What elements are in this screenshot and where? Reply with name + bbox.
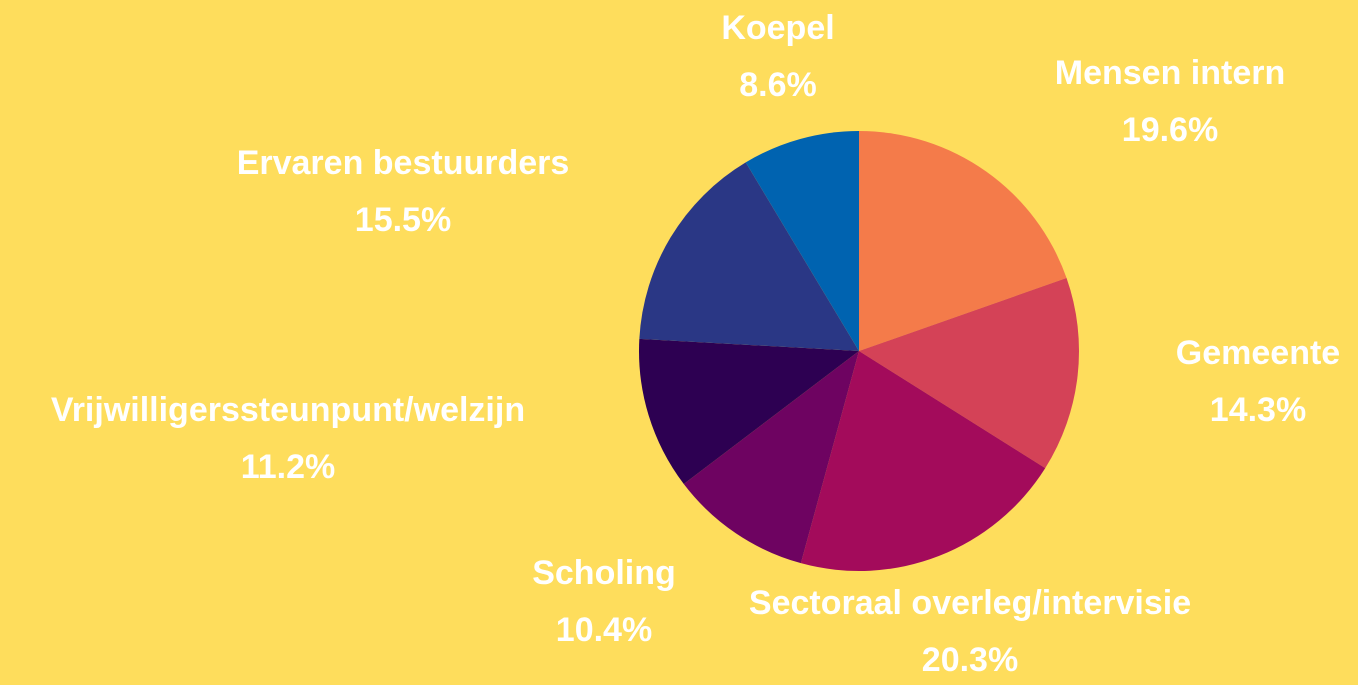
slice-label: Scholing [532, 554, 676, 592]
pie-slice [639, 162, 859, 351]
slice-label: Vrijwilligerssteunpunt/welzijn [51, 391, 525, 429]
pie-slice [639, 338, 859, 485]
slice-value-label: 11.2% [241, 448, 336, 486]
pie-slice [859, 278, 1079, 469]
slice-label: Ervaren bestuurders [237, 144, 570, 182]
pie-slice [745, 131, 859, 351]
slice-label: Sectoraal overleg/intervisie [749, 584, 1191, 622]
slice-value-label: 19.6% [1122, 111, 1218, 149]
slice-label: Mensen intern [1055, 54, 1285, 92]
slice-value-label: 10.4% [556, 611, 652, 649]
pie-slice [859, 131, 1067, 351]
pie-slice [683, 351, 859, 564]
slice-label: Gemeente [1176, 334, 1340, 372]
slice-value-label: 15.5% [355, 201, 451, 239]
pie-slice [800, 351, 1046, 571]
slice-label: Koepel [721, 9, 834, 47]
slice-value-label: 20.3% [922, 641, 1018, 679]
slice-value-label: 8.6% [739, 66, 817, 104]
slice-value-label: 14.3% [1210, 391, 1306, 429]
